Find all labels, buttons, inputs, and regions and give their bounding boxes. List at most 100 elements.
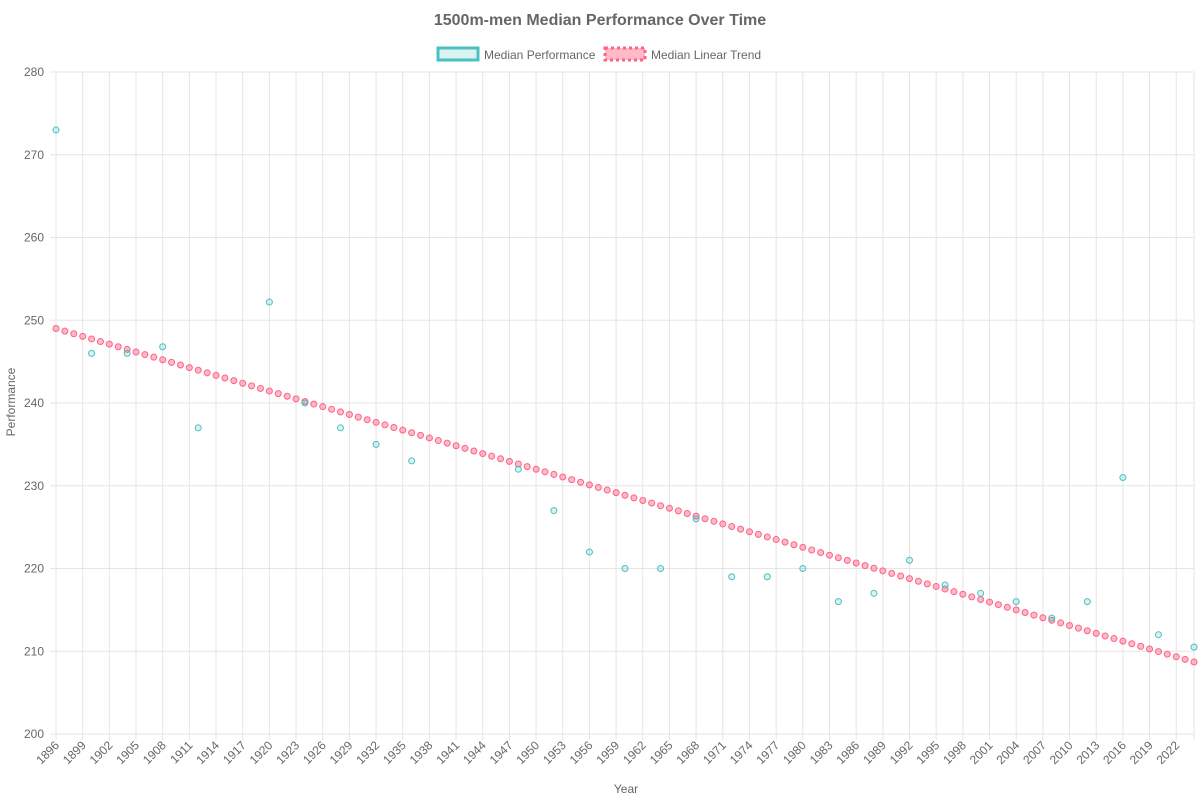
legend-item-trend[interactable]: Median Linear Trend	[603, 46, 761, 62]
trend-point	[96, 338, 104, 346]
trend-point	[843, 556, 851, 564]
x-tick-label: 1905	[113, 738, 142, 767]
x-tick-label: 1998	[940, 738, 969, 767]
trend-point	[665, 504, 673, 512]
x-tick-label: 1962	[620, 738, 649, 767]
median-point	[123, 349, 131, 357]
trend-point	[701, 515, 709, 523]
x-tick-label: 1896	[33, 738, 62, 767]
x-tick-label: 1929	[327, 738, 356, 767]
trend-point	[194, 366, 202, 374]
trend-point	[710, 517, 718, 525]
y-tick-label: 260	[24, 231, 44, 245]
x-tick-label: 1953	[540, 738, 569, 767]
y-tick-label: 250	[24, 313, 44, 327]
trend-point	[932, 582, 940, 590]
trend-point	[532, 465, 540, 473]
trend-point	[577, 478, 585, 486]
trend-point	[621, 491, 629, 499]
trend-point	[737, 525, 745, 533]
trend-point	[1003, 603, 1011, 611]
trend-point	[1066, 622, 1074, 630]
trend-point	[417, 431, 425, 439]
trend-point	[105, 340, 113, 348]
x-tick-label: 1989	[860, 738, 889, 767]
trend-point	[790, 541, 798, 549]
trend-point	[763, 533, 771, 541]
trend-point	[781, 538, 789, 546]
legend-item-median[interactable]: Median Performance	[436, 46, 596, 62]
y-tick-label: 210	[24, 644, 44, 658]
x-tick-label: 1941	[433, 738, 462, 767]
median-point	[1154, 631, 1162, 639]
trend-point	[52, 325, 60, 333]
trend-point	[274, 390, 282, 398]
x-tick-label: 2010	[1047, 738, 1076, 767]
trend-point	[265, 387, 273, 395]
trend-point	[550, 470, 558, 478]
trend-point	[141, 351, 149, 359]
legend-swatch-median	[436, 46, 480, 62]
median-point	[763, 573, 771, 581]
trend-point	[345, 411, 353, 419]
x-tick-label: 1986	[833, 738, 862, 767]
trend-point	[825, 551, 833, 559]
median-point	[159, 343, 167, 351]
trend-point	[256, 384, 264, 392]
y-tick-label: 220	[24, 562, 44, 576]
trend-point	[88, 335, 96, 343]
trend-point	[1048, 616, 1056, 624]
legend-label-median: Median Performance	[484, 48, 596, 62]
trend-point	[1163, 650, 1171, 658]
trend-point	[603, 486, 611, 494]
y-axis-ticks: 200 210 220 230 240 250 260 270 280	[24, 65, 44, 741]
median-point	[799, 565, 807, 572]
trend-point	[1101, 632, 1109, 640]
x-tick-label: 1920	[247, 738, 276, 767]
trend-point	[523, 463, 531, 471]
trend-point	[657, 502, 665, 510]
trend-point	[897, 572, 905, 580]
trend-point	[1137, 642, 1145, 650]
trend-point	[168, 358, 176, 366]
x-tick-label: 1980	[780, 738, 809, 767]
trend-point	[1110, 635, 1118, 643]
x-tick-label: 1899	[60, 738, 89, 767]
trend-point	[283, 392, 291, 400]
x-tick-label: 1977	[753, 738, 782, 767]
trend-point	[159, 356, 167, 364]
legend-label-trend: Median Linear Trend	[651, 48, 761, 62]
trend-point	[834, 554, 842, 562]
trend-point	[1172, 653, 1180, 661]
x-tick-label: 1917	[220, 738, 249, 767]
trend-point	[799, 543, 807, 551]
y-tick-label: 240	[24, 396, 44, 410]
trend-point	[648, 499, 656, 507]
trend-point	[888, 569, 896, 577]
trend-point	[390, 424, 398, 432]
x-tick-label: 2013	[1074, 738, 1103, 767]
x-tick-label: 2007	[1020, 738, 1049, 767]
chart-title: 1500m-men Median Performance Over Time	[434, 12, 766, 29]
grid-lines	[50, 71, 1195, 740]
trend-point	[514, 460, 522, 468]
trend-point	[541, 468, 549, 476]
x-tick-label: 1992	[887, 738, 916, 767]
x-tick-label: 1968	[673, 738, 702, 767]
median-point	[88, 349, 96, 357]
trend-point	[594, 483, 602, 491]
trend-point	[728, 523, 736, 531]
median-point	[585, 548, 593, 556]
trend-point	[399, 426, 407, 434]
trend-point	[568, 476, 576, 484]
x-tick-label: 1965	[647, 738, 676, 767]
trend-point	[505, 457, 513, 465]
median-point	[265, 298, 273, 306]
trend-point	[319, 403, 327, 411]
trend-point	[337, 408, 344, 416]
trend-point	[328, 405, 336, 413]
median-point	[1012, 598, 1020, 606]
y-tick-label: 270	[24, 148, 44, 162]
chart-legend: Median Performance Median Linear Trend	[436, 46, 761, 62]
x-tick-label: 1983	[807, 738, 836, 767]
